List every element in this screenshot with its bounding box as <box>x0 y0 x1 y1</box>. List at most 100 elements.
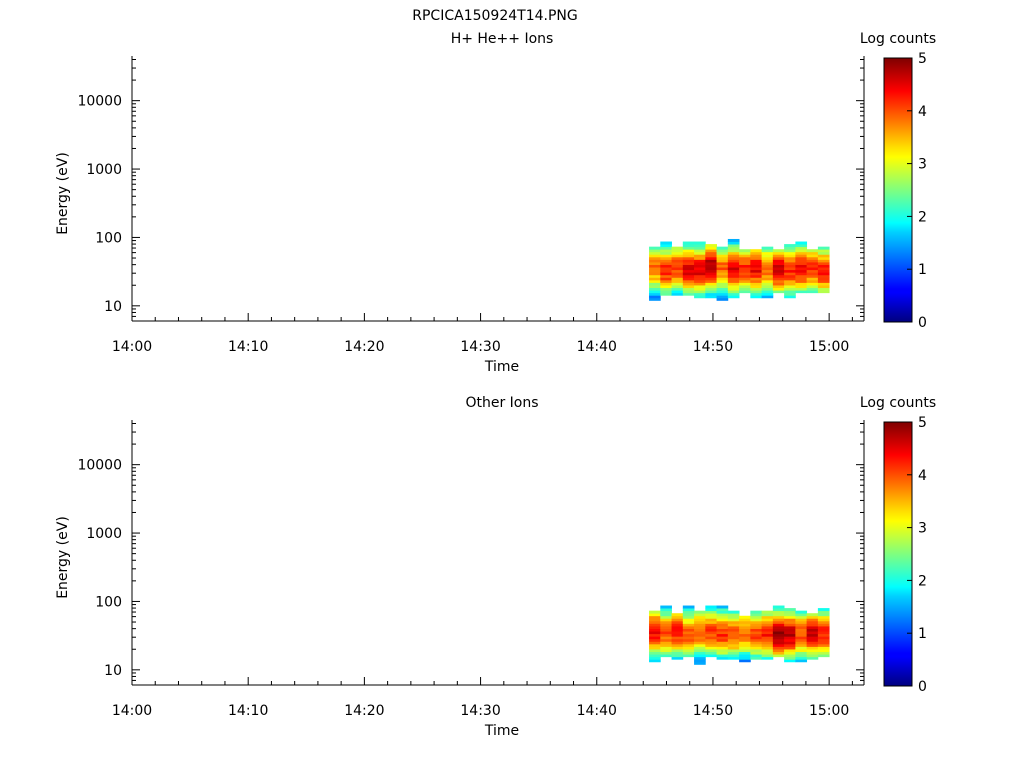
heatmap-cell <box>649 279 661 283</box>
x-tick-label: 15:00 <box>809 339 849 355</box>
heatmap-cell <box>761 656 774 660</box>
heatmap-cell <box>727 623 740 627</box>
heatmap-cell <box>806 623 819 627</box>
heatmap-cell <box>772 269 785 273</box>
heatmap-cell <box>682 290 695 294</box>
heatmap-cell <box>649 297 661 301</box>
heatmap-cell <box>817 262 830 265</box>
heatmap-cell <box>694 631 706 635</box>
heatmap-cell <box>671 287 684 291</box>
x-tick-label: 14:00 <box>112 339 152 355</box>
heatmap-cell <box>806 613 819 617</box>
figure-title: RPCICA150924T14.PNG <box>412 8 577 24</box>
heatmap-cell <box>671 259 684 263</box>
heatmap-cell <box>705 654 717 658</box>
heatmap-cell <box>682 267 695 271</box>
heatmap-cell <box>705 249 717 253</box>
heatmap-cell <box>772 290 785 294</box>
colorbar-gradient <box>883 57 913 323</box>
heatmap-cell <box>671 279 684 283</box>
heatmap-cell <box>772 249 785 253</box>
x-tick-label: 14:00 <box>112 703 152 719</box>
heatmap-cell <box>682 254 695 258</box>
heatmap-cell <box>727 254 740 258</box>
heatmap-cell <box>784 256 796 260</box>
heatmap-cell <box>705 623 717 627</box>
heatmap-cell <box>761 651 774 655</box>
heatmap-cell <box>806 646 819 650</box>
heatmap-cell <box>716 654 729 658</box>
colorbar-tick-label: 5 <box>918 51 927 67</box>
heatmap-cell <box>739 643 751 647</box>
heatmap-cell <box>682 256 695 260</box>
heatmap-cell <box>716 656 729 660</box>
heatmap-cell <box>784 618 796 622</box>
x-axis-label: Time <box>484 359 519 375</box>
heatmap-cell <box>817 623 830 627</box>
heatmap-cell <box>772 274 785 278</box>
heatmap-cell <box>795 636 808 640</box>
heatmap-cell <box>750 633 763 637</box>
heatmap-cell <box>795 643 808 647</box>
heatmap-cell <box>682 613 695 617</box>
heatmap-cell <box>750 264 763 268</box>
heatmap-cell <box>817 613 830 617</box>
heatmap-cell <box>694 264 706 268</box>
heatmap-cell <box>806 638 819 642</box>
heatmap-cell <box>761 254 774 258</box>
heatmap-cell <box>727 633 740 637</box>
heatmap-cell <box>694 246 706 250</box>
heatmap-cell <box>727 238 740 242</box>
heatmap-cell <box>716 643 729 647</box>
heatmap-cell <box>682 264 695 268</box>
heatmap-cell <box>705 626 717 629</box>
heatmap-cell <box>817 641 830 645</box>
heatmap-cell <box>784 249 796 253</box>
heatmap-cell <box>772 643 785 647</box>
heatmap-cell <box>660 274 672 278</box>
heatmap <box>649 605 830 665</box>
heatmap-cell <box>660 636 672 640</box>
heatmap-cell <box>761 649 774 653</box>
heatmap-cell <box>727 287 740 291</box>
heatmap-cell <box>795 246 808 250</box>
heatmap-cell <box>750 249 763 253</box>
heatmap-cell <box>750 262 763 265</box>
y-tick-label: 100 <box>95 594 122 610</box>
heatmap-cell <box>761 267 774 271</box>
heatmap-cell <box>806 259 819 263</box>
heatmap-cell <box>671 274 684 278</box>
heatmap-cell <box>694 649 706 653</box>
heatmap-cell <box>817 643 830 647</box>
heatmap-cell <box>705 279 717 283</box>
heatmap-cell <box>649 274 661 278</box>
heatmap-cell <box>817 654 830 658</box>
heatmap-cell <box>705 615 717 619</box>
heatmap-cell <box>649 633 661 637</box>
heatmap-cell <box>739 287 751 291</box>
heatmap-cell <box>750 282 763 286</box>
heatmap-cell <box>727 285 740 289</box>
heatmap-cell <box>682 285 695 289</box>
heatmap-cell <box>660 244 672 248</box>
heatmap-cell <box>671 264 684 268</box>
heatmap-cell <box>795 631 808 635</box>
heatmap-cell <box>761 264 774 268</box>
heatmap-cell <box>727 643 740 647</box>
heatmap-cell <box>772 608 785 612</box>
heatmap-cell <box>671 290 684 294</box>
heatmap-cell <box>795 249 808 253</box>
heatmap-cell <box>750 623 763 627</box>
heatmap-cell <box>817 631 830 635</box>
heatmap-cell <box>682 643 695 647</box>
heatmap-cell <box>649 618 661 622</box>
heatmap-cell <box>660 272 672 276</box>
heatmap-cell <box>705 618 717 622</box>
heatmap-cell <box>817 254 830 258</box>
heatmap-cell <box>694 274 706 278</box>
heatmap-cell <box>671 626 684 629</box>
heatmap-cell <box>750 626 763 629</box>
heatmap-cell <box>750 290 763 294</box>
heatmap-cell <box>705 262 717 265</box>
